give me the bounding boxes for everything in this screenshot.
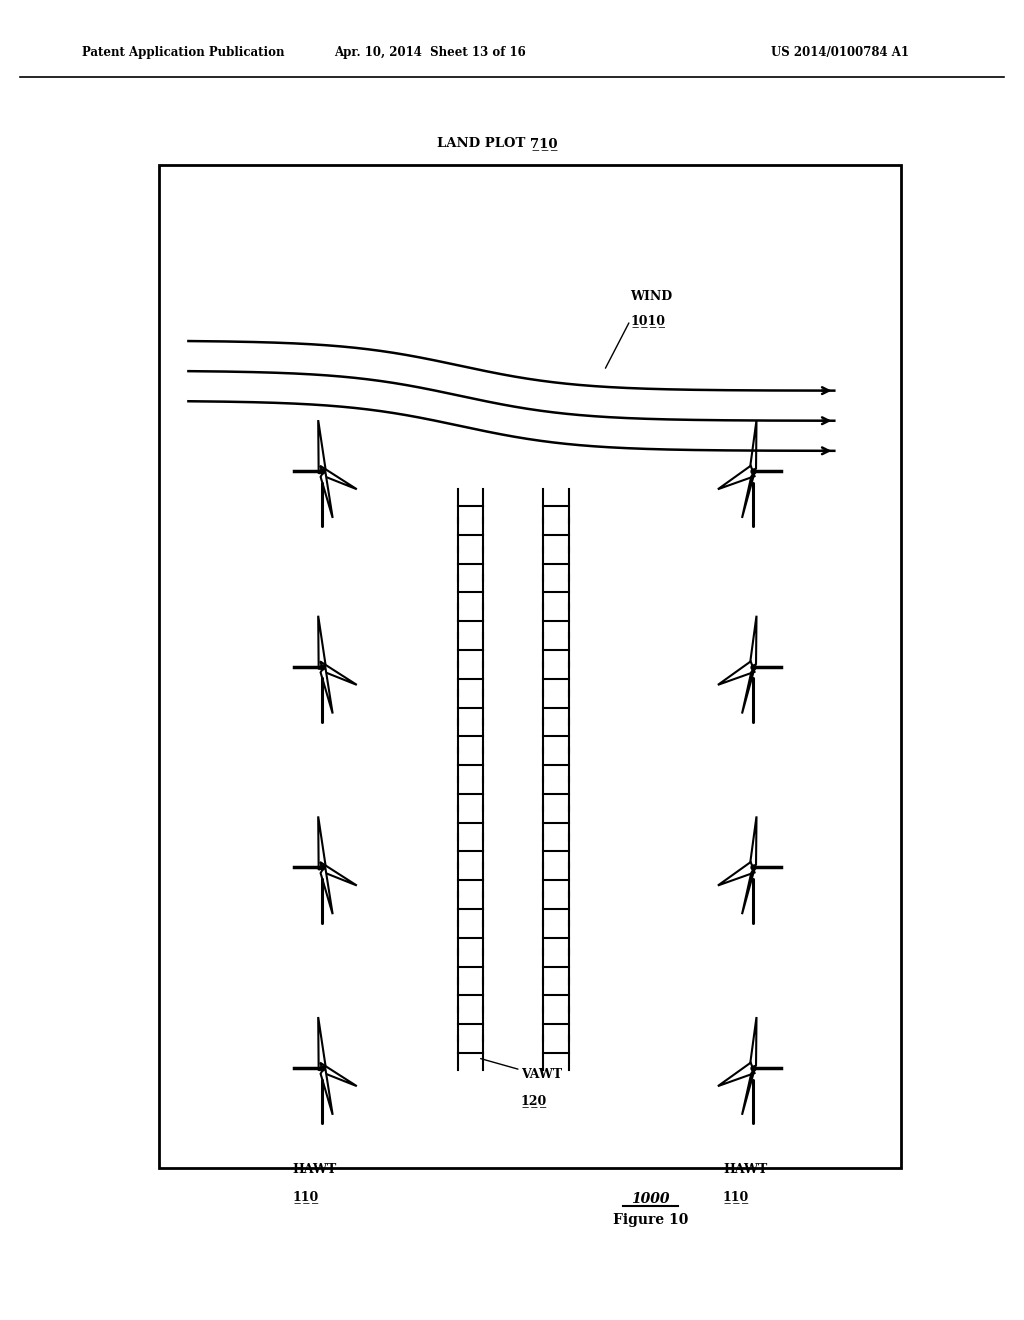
Text: 1̲0̲1̲0̲: 1̲0̲1̲0̲ [630, 314, 666, 327]
Polygon shape [321, 661, 356, 685]
Polygon shape [718, 862, 755, 886]
Text: 1000: 1000 [631, 1192, 670, 1205]
Text: HAWT: HAWT [723, 1163, 767, 1176]
Polygon shape [318, 1016, 326, 1071]
Polygon shape [742, 1067, 756, 1115]
Polygon shape [718, 1063, 755, 1086]
Polygon shape [318, 816, 326, 870]
Polygon shape [742, 665, 756, 714]
Polygon shape [750, 615, 757, 669]
Text: 1̲1̲0̲: 1̲1̲0̲ [293, 1191, 318, 1204]
Polygon shape [750, 1016, 757, 1071]
Polygon shape [321, 862, 356, 886]
Polygon shape [321, 466, 356, 490]
Polygon shape [318, 420, 326, 474]
Polygon shape [321, 866, 333, 915]
Text: 1̲2̲0̲: 1̲2̲0̲ [520, 1094, 547, 1107]
Text: Figure 10: Figure 10 [612, 1213, 688, 1226]
Polygon shape [750, 420, 757, 474]
Polygon shape [718, 661, 755, 685]
Polygon shape [742, 866, 756, 915]
Text: 1̲1̲0̲: 1̲1̲0̲ [723, 1191, 750, 1204]
Text: US 2014/0100784 A1: US 2014/0100784 A1 [771, 46, 908, 59]
Polygon shape [321, 1063, 356, 1086]
Text: VAWT: VAWT [520, 1068, 562, 1081]
Text: WIND: WIND [630, 290, 673, 304]
Polygon shape [321, 665, 333, 714]
Text: 7̲1̲0̲: 7̲1̲0̲ [530, 137, 557, 150]
Polygon shape [318, 615, 326, 669]
Polygon shape [718, 466, 755, 490]
Text: Patent Application Publication: Patent Application Publication [82, 46, 285, 59]
Polygon shape [742, 469, 756, 517]
Polygon shape [321, 1067, 333, 1115]
Text: LAND PLOT: LAND PLOT [437, 137, 530, 150]
Polygon shape [321, 469, 333, 517]
Polygon shape [750, 816, 757, 870]
Text: Apr. 10, 2014  Sheet 13 of 16: Apr. 10, 2014 Sheet 13 of 16 [334, 46, 526, 59]
Text: HAWT: HAWT [293, 1163, 337, 1176]
